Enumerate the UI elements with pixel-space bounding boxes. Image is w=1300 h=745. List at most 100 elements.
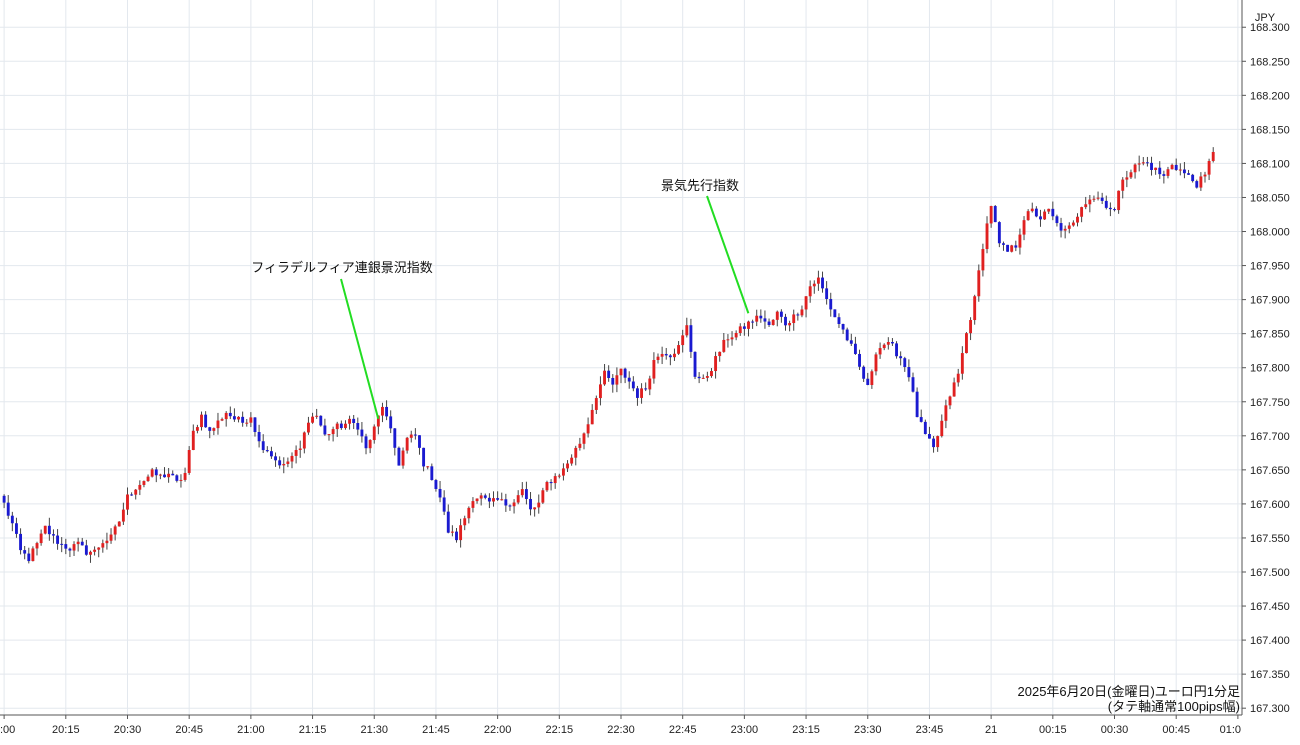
candle-down — [607, 370, 611, 378]
candle-down — [47, 525, 51, 535]
candle-up — [734, 332, 738, 338]
candle-down — [393, 428, 397, 448]
candle-up — [150, 469, 154, 477]
candle-down — [413, 434, 417, 436]
y-tick-label: 167.850 — [1250, 329, 1290, 341]
candle-down — [849, 340, 853, 344]
candle-up — [35, 543, 39, 549]
candle-down — [52, 534, 55, 536]
candle-up — [142, 481, 146, 485]
candle-up — [808, 286, 812, 297]
candle-up — [331, 429, 335, 435]
candle-up — [376, 415, 380, 427]
candle-up — [714, 356, 718, 372]
candle-down — [845, 329, 849, 341]
candle-down — [455, 531, 458, 541]
candle-down — [932, 438, 935, 448]
candle-down — [631, 381, 635, 389]
candle-up — [965, 333, 968, 354]
candle-down — [911, 377, 915, 392]
candle-up — [1199, 176, 1203, 188]
candle-down — [997, 222, 1001, 244]
candle-up — [212, 428, 216, 431]
candle-up — [89, 551, 92, 555]
candle-up — [138, 484, 142, 490]
candle-up — [93, 549, 97, 552]
candle-down — [693, 351, 697, 377]
candle-up — [685, 325, 689, 336]
candle-up — [1043, 211, 1047, 220]
candle-up — [878, 348, 882, 355]
annotation-pointer — [340, 278, 380, 420]
candle-down — [833, 309, 837, 318]
y-tick-label: 168.300 — [1250, 22, 1290, 34]
candle-up — [1096, 197, 1100, 199]
candle-up — [812, 283, 816, 287]
candle-series — [2, 147, 1215, 564]
candle-down — [644, 388, 648, 390]
candle-down — [899, 356, 903, 359]
candle-down — [278, 460, 282, 466]
x-tick-label: 00:45 — [1162, 724, 1190, 736]
candle-down — [154, 469, 158, 476]
candle-down — [483, 495, 487, 498]
candle-up — [1022, 220, 1026, 235]
candle-up — [471, 501, 475, 508]
candle-down — [529, 498, 532, 510]
x-tick-label: 23:45 — [916, 724, 944, 736]
candle-up — [590, 409, 594, 425]
candle-down — [895, 343, 898, 357]
candle-down — [422, 447, 426, 467]
candle-down — [763, 318, 767, 322]
candle-up — [307, 422, 310, 433]
candle-down — [611, 377, 615, 385]
x-tick-label: 20:45 — [175, 724, 203, 736]
candle-down — [742, 326, 746, 329]
candle-down — [890, 342, 894, 344]
x-tick-label: 22:00 — [484, 724, 512, 736]
x-tick-label: 01:0 — [1220, 724, 1241, 736]
candle-down — [697, 376, 701, 379]
candle-up — [520, 489, 524, 496]
candle-up — [956, 373, 960, 383]
candle-down — [841, 323, 845, 330]
candle-down — [1034, 208, 1038, 217]
candle-up — [249, 417, 253, 423]
candle-up — [459, 525, 463, 541]
candle-up — [1154, 167, 1158, 170]
candle-down — [1100, 197, 1104, 201]
candle-up — [936, 436, 940, 448]
y-tick-label: 167.750 — [1250, 397, 1290, 409]
candle-down — [508, 505, 512, 507]
candle-down — [80, 541, 84, 546]
candle-down — [175, 475, 179, 481]
x-tick-label: 21:15 — [299, 724, 327, 736]
chart-caption-line1: 2025年6月20日(金曜日)ユーロ円1分足 — [1018, 684, 1241, 699]
candle-down — [19, 533, 23, 551]
candle-up — [886, 342, 890, 345]
candle-up — [940, 420, 944, 437]
candle-down — [356, 422, 360, 430]
candle-down — [60, 543, 64, 545]
candle-up — [479, 495, 483, 499]
y-tick-label: 167.900 — [1250, 295, 1290, 307]
candle-down — [352, 418, 356, 423]
candle-up — [381, 406, 384, 416]
candle-down — [84, 545, 88, 555]
candle-up — [191, 430, 195, 451]
candle-up — [804, 296, 808, 310]
candle-up — [1047, 208, 1051, 212]
candle-up — [335, 423, 339, 430]
candle-up — [1063, 228, 1067, 231]
candle-up — [516, 495, 520, 503]
candle-up — [619, 368, 623, 376]
candle-up — [1207, 160, 1211, 175]
candle-down — [208, 427, 212, 431]
candle-down — [265, 450, 269, 452]
y-tick-label: 168.200 — [1250, 90, 1290, 102]
candle-up — [405, 437, 409, 451]
candle-up — [615, 375, 619, 385]
candle-up — [1137, 163, 1141, 165]
candle-up — [537, 502, 541, 508]
candle-up — [598, 384, 602, 399]
